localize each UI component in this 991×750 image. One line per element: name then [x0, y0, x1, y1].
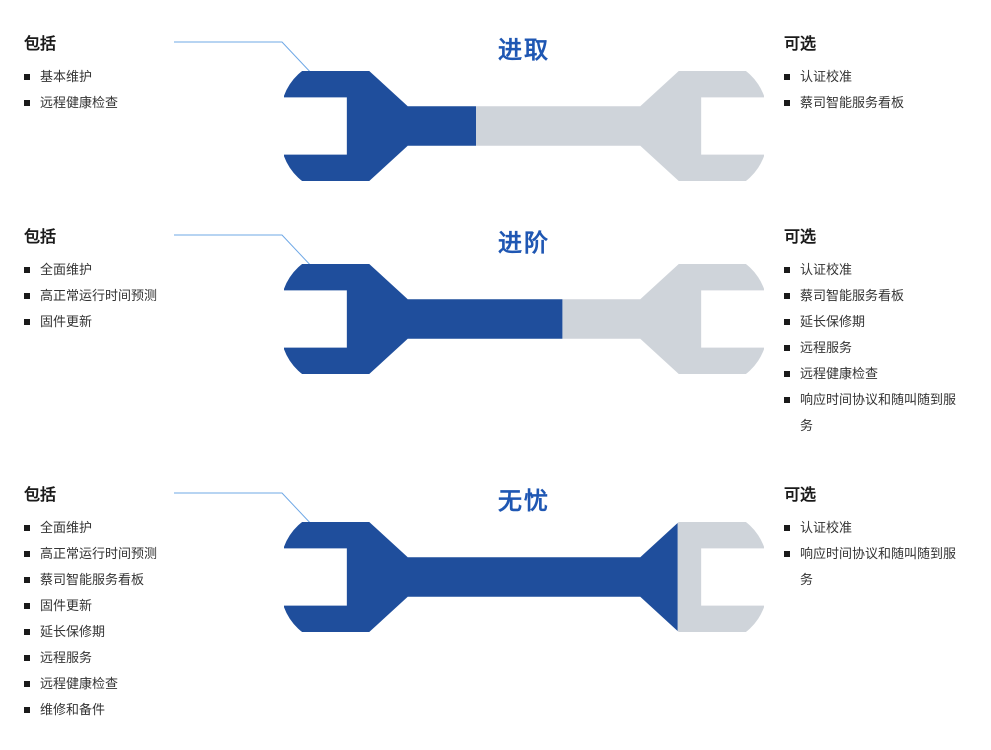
optional-list-item: 认证校准 — [784, 257, 967, 283]
included-list-item: 高正常运行时间预测 — [24, 283, 284, 309]
optional-list-item: 蔡司智能服务看板 — [784, 90, 967, 116]
included-list: 全面维护高正常运行时间预测固件更新 — [24, 257, 284, 335]
optional-list-item: 远程服务 — [784, 335, 967, 361]
optional-list-item: 响应时间协议和随叫随到服务 — [784, 387, 967, 439]
included-column: 包括 基本维护远程健康检查 — [24, 30, 284, 116]
included-list-item: 固件更新 — [24, 309, 284, 335]
wrench-icon — [284, 71, 764, 181]
optional-list-item: 认证校准 — [784, 64, 967, 90]
optional-list-item: 蔡司智能服务看板 — [784, 283, 967, 309]
optional-heading: 可选 — [784, 223, 967, 247]
optional-list: 认证校准响应时间协议和随叫随到服务 — [784, 515, 967, 593]
optional-column: 可选 认证校准蔡司智能服务看板 — [764, 30, 967, 116]
wrench-icon — [284, 264, 764, 374]
optional-list: 认证校准蔡司智能服务看板延长保修期远程服务远程健康检查响应时间协议和随叫随到服务 — [784, 257, 967, 439]
included-list-item: 延长保修期 — [24, 619, 284, 645]
included-column: 包括 全面维护高正常运行时间预测蔡司智能服务看板固件更新延长保修期远程服务远程健… — [24, 481, 284, 723]
included-heading: 包括 — [24, 481, 284, 505]
tier-title: 进阶 — [284, 223, 764, 258]
included-heading: 包括 — [24, 30, 284, 54]
optional-heading: 可选 — [784, 30, 967, 54]
included-list-item: 维修和备件 — [24, 697, 284, 723]
optional-list-item: 认证校准 — [784, 515, 967, 541]
included-list: 基本维护远程健康检查 — [24, 64, 284, 116]
tier-0: 包括 基本维护远程健康检查 进取 可选 认证校准蔡司智能服务看板 — [24, 30, 967, 181]
included-list-item: 远程健康检查 — [24, 90, 284, 116]
optional-column: 可选 认证校准蔡司智能服务看板延长保修期远程服务远程健康检查响应时间协议和随叫随… — [764, 223, 967, 439]
optional-list-item: 远程健康检查 — [784, 361, 967, 387]
included-list-item: 远程服务 — [24, 645, 284, 671]
included-list-item: 全面维护 — [24, 257, 284, 283]
optional-list: 认证校准蔡司智能服务看板 — [784, 64, 967, 116]
included-list-item: 远程健康检查 — [24, 671, 284, 697]
wrench-icon — [284, 522, 764, 632]
included-column: 包括 全面维护高正常运行时间预测固件更新 — [24, 223, 284, 335]
optional-column: 可选 认证校准响应时间协议和随叫随到服务 — [764, 481, 967, 593]
tier-1: 包括 全面维护高正常运行时间预测固件更新 进阶 可选 认证校准蔡司智能服务看板延… — [24, 223, 967, 439]
wrench-graphic — [284, 71, 764, 181]
included-list-item: 固件更新 — [24, 593, 284, 619]
wrench-graphic — [284, 522, 764, 632]
included-heading: 包括 — [24, 223, 284, 247]
included-list: 全面维护高正常运行时间预测蔡司智能服务看板固件更新延长保修期远程服务远程健康检查… — [24, 515, 284, 723]
included-list-item: 基本维护 — [24, 64, 284, 90]
wrench-column: 进取 — [284, 30, 764, 181]
included-list-item: 蔡司智能服务看板 — [24, 567, 284, 593]
included-list-item: 高正常运行时间预测 — [24, 541, 284, 567]
optional-list-item: 响应时间协议和随叫随到服务 — [784, 541, 967, 593]
wrench-column: 进阶 — [284, 223, 764, 374]
tier-title: 进取 — [284, 30, 764, 65]
wrench-graphic — [284, 264, 764, 374]
tier-title: 无忧 — [284, 481, 764, 516]
optional-list-item: 延长保修期 — [784, 309, 967, 335]
wrench-column: 无忧 — [284, 481, 764, 632]
tier-2: 包括 全面维护高正常运行时间预测蔡司智能服务看板固件更新延长保修期远程服务远程健… — [24, 481, 967, 723]
optional-heading: 可选 — [784, 481, 967, 505]
included-list-item: 全面维护 — [24, 515, 284, 541]
